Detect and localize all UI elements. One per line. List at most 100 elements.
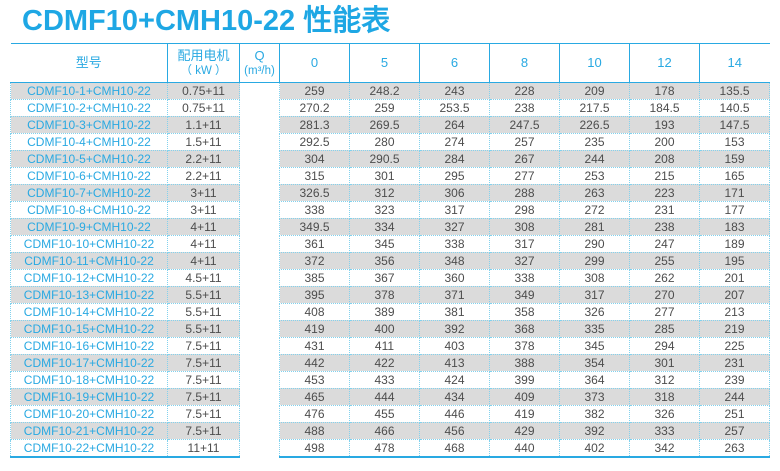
model-cell: CDMF10-4+CMH10-22 <box>10 132 168 151</box>
head-value-cell: 219 <box>699 319 770 338</box>
head-value-cell: 171 <box>699 183 770 202</box>
head-value-cell: 349 <box>489 285 560 304</box>
header-flow-12: 12 <box>629 42 700 83</box>
head-value-cell: 165 <box>699 166 770 185</box>
head-value-cell: 308 <box>489 217 560 236</box>
header-motor-line1: 配用电机 <box>177 47 230 63</box>
head-value-cell: 326.5 <box>279 183 350 202</box>
head-value-cell: 253.5 <box>419 98 490 117</box>
motor-cell: 4.5+11 <box>167 268 240 287</box>
q-spacer-cell <box>239 99 280 117</box>
head-value-cell: 356 <box>349 251 420 270</box>
head-value-cell: 373 <box>559 387 630 406</box>
head-value-cell: 226.5 <box>559 115 630 134</box>
motor-cell: 7.5+11 <box>167 353 240 372</box>
table-row: CDMF10-20+CMH10-22 7.5+11 476 455 446 419 382 3… <box>10 404 770 423</box>
head-value-cell: 304 <box>279 149 350 168</box>
head-value-cell: 338 <box>279 200 350 219</box>
table-row: CDMF10-1+CMH10-22 0.75+11 259 248.2 243 228 20… <box>10 81 770 100</box>
head-value-cell: 424 <box>419 370 490 389</box>
table-row: CDMF10-7+CMH10-22 3+11 326.5 312 306 288 263 22… <box>10 183 770 202</box>
head-value-cell: 238 <box>629 217 700 236</box>
head-value-cell: 285 <box>629 319 700 338</box>
q-spacer-cell <box>239 439 280 457</box>
head-value-cell: 248.2 <box>349 81 420 100</box>
head-value-cell: 327 <box>489 251 560 270</box>
header-flow-5: 5 <box>349 42 420 83</box>
head-value-cell: 209 <box>559 81 630 100</box>
table-body: CDMF10-1+CMH10-22 0.75+11 259 248.2 243 228 20… <box>10 81 770 458</box>
head-value-cell: 251 <box>699 404 770 423</box>
head-value-cell: 456 <box>419 421 490 440</box>
table-row: CDMF10-16+CMH10-22 7.5+11 431 411 403 378 345 2… <box>10 336 770 355</box>
head-value-cell: 153 <box>699 132 770 151</box>
motor-cell: 7.5+11 <box>167 404 240 423</box>
q-spacer-cell <box>239 201 280 219</box>
head-value-cell: 440 <box>489 438 560 458</box>
q-spacer-cell <box>239 269 280 287</box>
table-row: CDMF10-5+CMH10-22 2.2+11 304 290.5 284 267 244… <box>10 149 770 168</box>
table-row: CDMF10-13+CMH10-22 5.5+11 395 378 371 349 317 2… <box>10 285 770 304</box>
head-value-cell: 392 <box>419 319 490 338</box>
head-value-cell: 358 <box>489 302 560 321</box>
head-value-cell: 247 <box>629 234 700 253</box>
head-value-cell: 453 <box>279 370 350 389</box>
head-value-cell: 348 <box>419 251 490 270</box>
model-cell: CDMF10-17+CMH10-22 <box>10 353 168 372</box>
model-cell: CDMF10-19+CMH10-22 <box>10 387 168 406</box>
head-value-cell: 422 <box>349 353 420 372</box>
model-cell: CDMF10-1+CMH10-22 <box>10 81 168 100</box>
q-spacer-cell <box>239 303 280 321</box>
head-value-cell: 257 <box>699 421 770 440</box>
model-cell: CDMF10-22+CMH10-22 <box>10 438 168 458</box>
head-value-cell: 183 <box>699 217 770 236</box>
head-value-cell: 208 <box>629 149 700 168</box>
head-value-cell: 403 <box>419 336 490 355</box>
motor-cell: 7.5+11 <box>167 370 240 389</box>
q-spacer-cell <box>239 235 280 253</box>
table-row: CDMF10-10+CMH10-22 4+11 361 345 338 317 290 247… <box>10 234 770 253</box>
head-value-cell: 269.5 <box>349 115 420 134</box>
head-value-cell: 225 <box>699 336 770 355</box>
model-cell: CDMF10-11+CMH10-22 <box>10 251 168 270</box>
head-value-cell: 335 <box>559 319 630 338</box>
head-value-cell: 326 <box>629 404 700 423</box>
model-cell: CDMF10-14+CMH10-22 <box>10 302 168 321</box>
head-value-cell: 446 <box>419 404 490 423</box>
head-value-cell: 277 <box>489 166 560 185</box>
header-q-line2: (m³/h) <box>244 64 275 77</box>
head-value-cell: 476 <box>279 404 350 423</box>
head-value-cell: 177 <box>699 200 770 219</box>
head-value-cell: 318 <box>629 387 700 406</box>
head-value-cell: 465 <box>279 387 350 406</box>
head-value-cell: 215 <box>629 166 700 185</box>
head-value-cell: 298 <box>489 200 560 219</box>
head-value-cell: 284 <box>419 149 490 168</box>
head-value-cell: 147.5 <box>699 115 770 134</box>
head-value-cell: 323 <box>349 200 420 219</box>
head-value-cell: 354 <box>559 353 630 372</box>
head-value-cell: 223 <box>629 183 700 202</box>
head-value-cell: 315 <box>279 166 350 185</box>
head-value-cell: 301 <box>629 353 700 372</box>
head-value-cell: 272 <box>559 200 630 219</box>
header-flow-10: 10 <box>559 42 630 83</box>
motor-cell: 2.2+11 <box>167 166 240 185</box>
head-value-cell: 292.5 <box>279 132 350 151</box>
header-flow-8: 8 <box>489 42 560 83</box>
head-value-cell: 402 <box>559 438 630 458</box>
head-value-cell: 290.5 <box>349 149 420 168</box>
head-value-cell: 217.5 <box>559 98 630 117</box>
model-cell: CDMF10-12+CMH10-22 <box>10 268 168 287</box>
head-value-cell: 193 <box>629 115 700 134</box>
head-value-cell: 360 <box>419 268 490 287</box>
head-value-cell: 178 <box>629 81 700 100</box>
head-value-cell: 409 <box>489 387 560 406</box>
model-cell: CDMF10-20+CMH10-22 <box>10 404 168 423</box>
table-row: CDMF10-15+CMH10-22 5.5+11 419 400 392 368 335 2… <box>10 319 770 338</box>
motor-cell: 1.1+11 <box>167 115 240 134</box>
head-value-cell: 288 <box>489 183 560 202</box>
head-value-cell: 294 <box>629 336 700 355</box>
head-value-cell: 244 <box>699 387 770 406</box>
motor-cell: 1.5+11 <box>167 132 240 151</box>
